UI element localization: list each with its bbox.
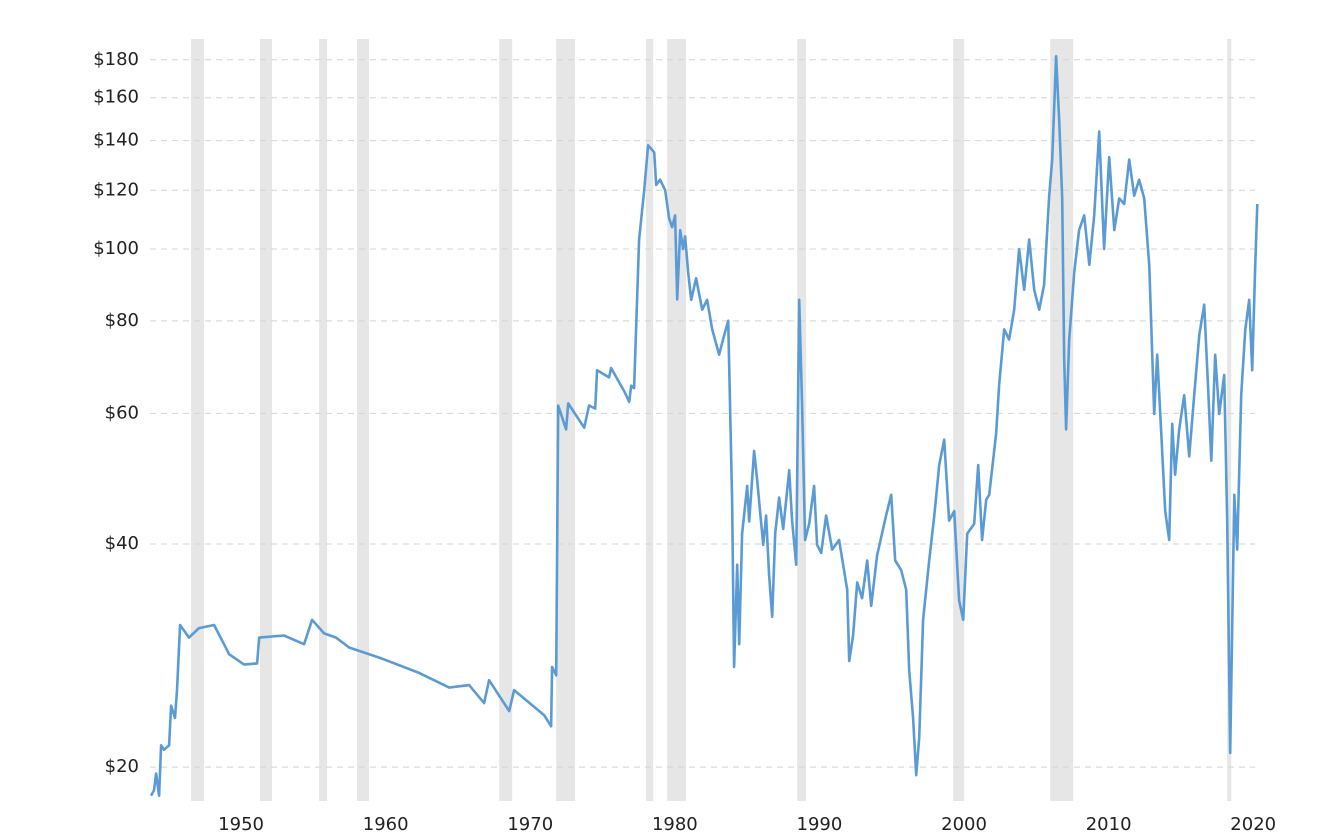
x-tick-label: 1970 <box>507 814 553 835</box>
recession-band <box>1227 39 1232 801</box>
x-tick-label: 2010 <box>1086 814 1132 835</box>
y-tick-label: $20 <box>105 756 139 777</box>
x-tick-label: 1990 <box>797 814 843 835</box>
x-tick-label: 1960 <box>363 814 409 835</box>
y-tick-label: $40 <box>105 533 139 554</box>
recession-band <box>357 39 370 801</box>
y-tick-label: $180 <box>93 49 139 70</box>
recession-band <box>260 39 273 801</box>
recession-band <box>499 39 513 801</box>
recession-band <box>1050 39 1074 801</box>
y-tick-label: $160 <box>93 87 139 108</box>
price-line <box>149 54 1259 797</box>
y-tick-label: $80 <box>105 310 139 331</box>
y-tick-label: $100 <box>93 238 139 259</box>
recession-band <box>646 39 654 801</box>
recession-band <box>667 39 687 801</box>
y-tick-label: $140 <box>93 130 139 151</box>
recession-band <box>191 39 205 801</box>
x-tick-label: 1950 <box>218 814 264 835</box>
recession-band <box>953 39 965 801</box>
x-tick-label: 2000 <box>941 814 987 835</box>
y-tick-label: $120 <box>93 179 139 200</box>
x-tick-label: 1980 <box>652 814 698 835</box>
x-tick-label: 2020 <box>1230 814 1276 835</box>
y-tick-label: $60 <box>105 402 139 423</box>
recession-band <box>319 39 328 801</box>
